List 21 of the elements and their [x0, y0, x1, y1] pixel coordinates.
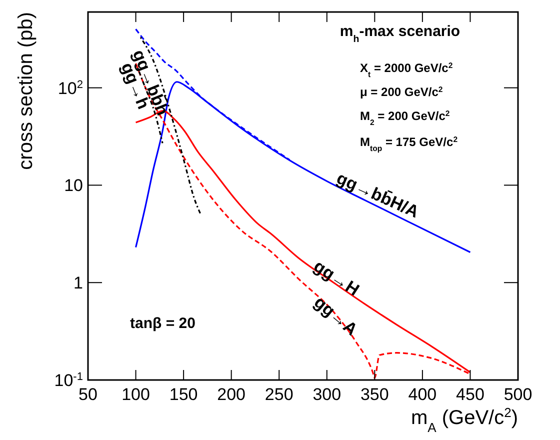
annotation: M$_{2}$ = 200 GeV/c$^{2}$	[360, 108, 450, 126]
x-tick-label: 50	[78, 385, 98, 404]
x-tick-label: 100	[122, 385, 150, 404]
x-tick-label: 500	[504, 385, 532, 404]
annotation: m$_{h}$-max scenario	[340, 23, 460, 44]
y-axis-title: cross section (pb)	[15, 12, 37, 170]
x-axis-title: m$_{A}$ (GeV/c$^{2}$)	[410, 404, 518, 434]
x-tick-label: 250	[264, 385, 294, 404]
y-tick-label: 10$^{2}$	[58, 78, 83, 98]
x-tick-label: 300	[312, 385, 342, 404]
x-tick-label: 400	[408, 385, 437, 404]
x-tick-label: 150	[169, 385, 198, 404]
annotation: μ = 200 GeV/c$^{2}$	[360, 84, 444, 99]
annotation: X$_{t}$ = 2000 GeV/c$^{2}$	[360, 60, 454, 78]
x-tick-label: 350	[360, 385, 389, 404]
y-tick-label: 10	[64, 176, 83, 196]
annotation: M$_{top}$ = 175 GeV/c$^{2}$	[360, 134, 458, 152]
annotation: tanβ = 20	[130, 315, 196, 332]
x-tick-label: 200	[217, 385, 246, 404]
x-tick-label: 450	[456, 385, 484, 404]
y-tick-label: 1	[74, 274, 83, 293]
